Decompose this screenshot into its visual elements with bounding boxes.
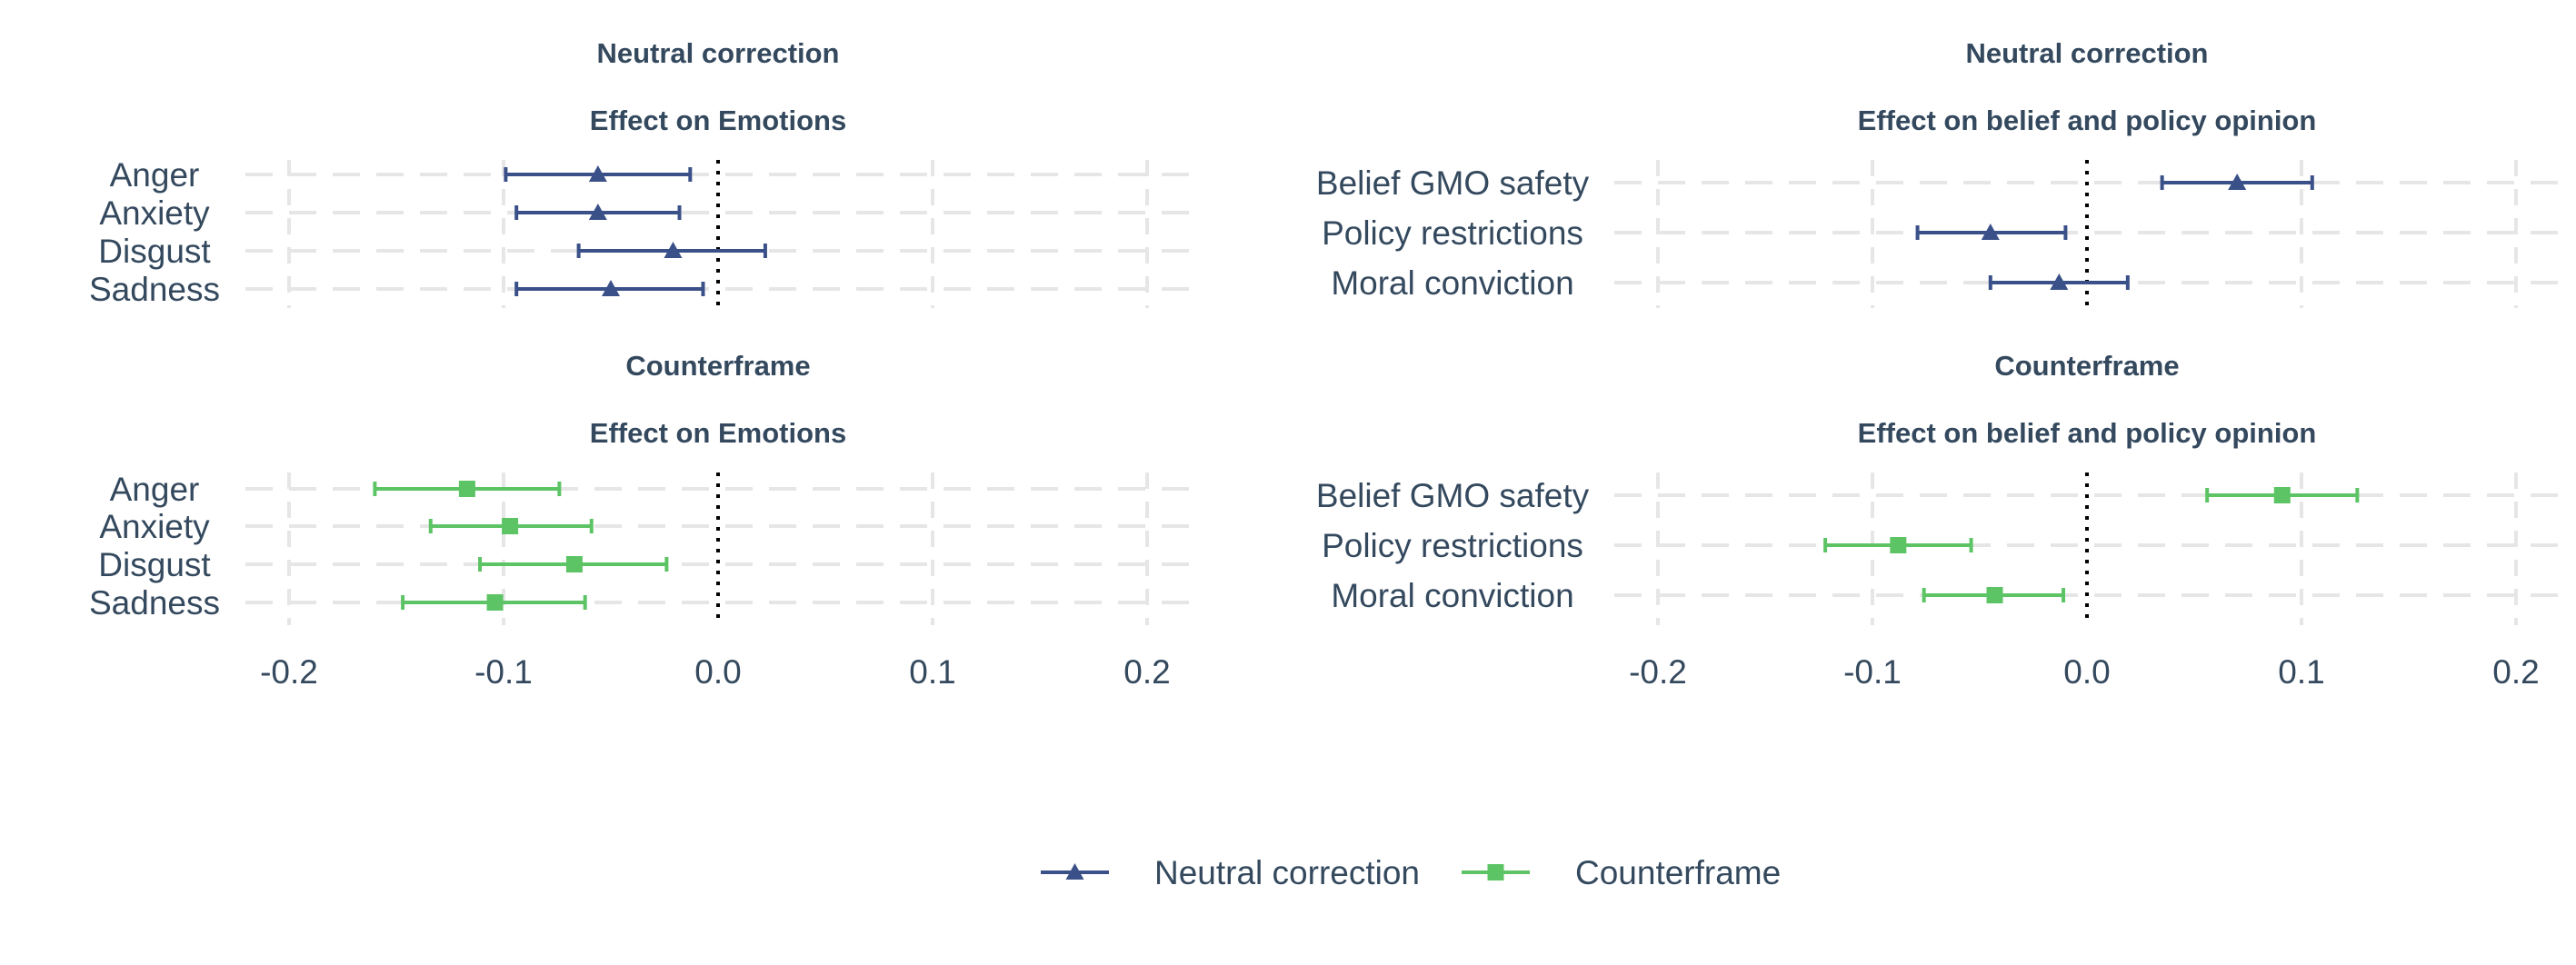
x-tick-label: -0.2 xyxy=(1629,653,1687,691)
category-label: Disgust xyxy=(98,233,211,270)
x-tick-label: -0.1 xyxy=(474,653,533,691)
category-label: Sadness xyxy=(89,584,220,622)
legend: Neutral correction Counterframe xyxy=(1041,854,1781,891)
x-tick-label: 0.0 xyxy=(694,653,741,691)
category-label: Disgust xyxy=(98,546,211,583)
legend-item-2: Counterframe xyxy=(1462,854,1781,891)
panel-subtitle: Effect on Emotions xyxy=(590,104,846,136)
point-estimate-triangle xyxy=(2050,274,2069,290)
panel-3: Counterframe Effect on Emotions AngerAnxie… xyxy=(89,350,1191,691)
point-estimate-square xyxy=(486,594,504,611)
panel-2: Neutral correction Effect on belief and p… xyxy=(1316,37,2560,308)
point-estimate-triangle xyxy=(1981,224,2000,240)
category-label: Policy restrictions xyxy=(1322,527,1583,564)
point-estimate-square xyxy=(502,518,519,534)
legend-square-icon xyxy=(1487,864,1504,880)
point-estimate-square xyxy=(1890,537,1907,553)
x-tick-label: 0.0 xyxy=(2063,653,2110,691)
x-tick-label: 0.1 xyxy=(2278,653,2324,691)
panel-title: Counterframe xyxy=(625,350,810,382)
legend-label: Counterframe xyxy=(1575,854,1781,891)
point-estimate-triangle xyxy=(664,242,683,258)
category-label: Moral conviction xyxy=(1331,264,1573,302)
point-estimate-triangle xyxy=(588,165,607,182)
legend-label: Neutral correction xyxy=(1154,854,1420,891)
panel-4: Counterframe Effect on belief and policy … xyxy=(1316,350,2560,691)
category-label: Anger xyxy=(110,471,200,508)
point-estimate-square xyxy=(1986,587,2003,603)
category-label: Anxiety xyxy=(99,194,210,232)
x-tick-label: 0.2 xyxy=(2492,653,2539,691)
panel-subtitle: Effect on Emotions xyxy=(590,417,846,449)
panel-title: Neutral correction xyxy=(1965,37,2208,69)
point-estimate-triangle xyxy=(588,204,607,220)
category-label: Sadness xyxy=(89,271,220,308)
legend-triangle-icon xyxy=(1065,863,1084,880)
point-estimate-square xyxy=(2273,487,2291,503)
category-label: Belief GMO safety xyxy=(1316,164,1590,202)
category-label: Anxiety xyxy=(99,508,210,545)
point-estimate-triangle xyxy=(602,280,620,296)
legend-item-1: Neutral correction xyxy=(1041,854,1420,891)
x-tick-label: 0.2 xyxy=(1123,653,1170,691)
panel-subtitle: Effect on belief and policy opinion xyxy=(1858,104,2317,136)
x-tick-label: -0.2 xyxy=(260,653,318,691)
category-label: Moral conviction xyxy=(1331,577,1573,614)
point-estimate-triangle xyxy=(2228,174,2247,190)
category-label: Anger xyxy=(110,156,200,194)
point-estimate-square xyxy=(458,481,475,497)
panel-1: Neutral correction Effect on Emotions Ange… xyxy=(89,37,1191,308)
x-tick-label: 0.1 xyxy=(909,653,955,691)
panel-subtitle: Effect on belief and policy opinion xyxy=(1858,417,2317,449)
panel-title: Counterframe xyxy=(1994,350,2179,382)
point-estimate-square xyxy=(565,556,583,572)
category-label: Policy restrictions xyxy=(1322,214,1583,252)
panel-title: Neutral correction xyxy=(596,37,839,69)
x-tick-label: -0.1 xyxy=(1843,653,1902,691)
category-label: Belief GMO safety xyxy=(1316,477,1590,514)
